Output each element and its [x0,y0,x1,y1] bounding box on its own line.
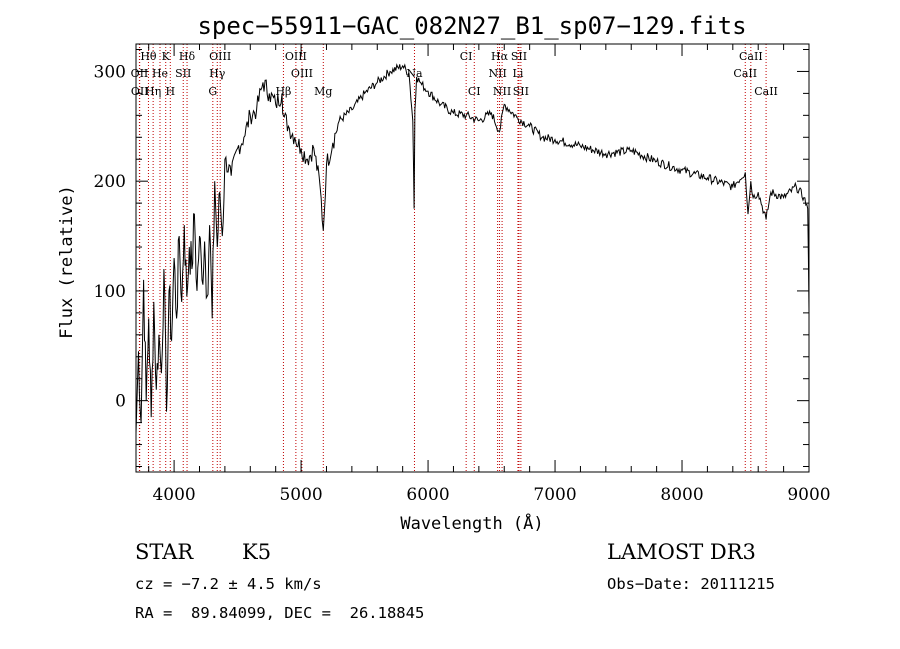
spectrum-series-line [135,63,810,434]
spectral-line-label: OIII [209,50,231,63]
plot-frame [135,43,810,473]
spectral-line-label: He [152,67,168,80]
spectral-line-label: G [208,85,217,98]
spectral-line-label: Hα [491,50,509,63]
object-subclass: K5 [242,540,272,564]
spectral-line-label: Mg [314,85,332,98]
y-tick-label: 0 [115,392,126,412]
coordinates-readout: RA = 89.84099, DEC = 26.18845 [135,604,425,622]
spectral-line-label: Hγ [209,67,226,80]
spectral-line-label: Na [406,67,423,80]
y-tick-label: 300 [94,62,126,82]
spectral-line-label: Hδ [179,50,196,63]
y-axis-label: Flux (relative) [57,185,77,339]
chart-title: spec−55911−GAC_082N27_B1_sp07−129.fits [197,12,746,40]
object-class: STAR [135,540,194,564]
x-tick-label: 9000 [787,485,830,505]
x-axis-label: Wavelength (Å) [400,512,543,534]
x-tick-label: 6000 [406,485,449,505]
x-tick-label: 4000 [152,485,195,505]
spectral-line-label: NII [493,85,511,98]
axis-ticks: 4000 5000 6000 7000 8000 9000 0 100 200 300 [94,44,831,505]
spectral-line-label: SII [175,67,191,80]
spectral-line-label: SII [511,50,527,63]
x-tick-label: 8000 [660,485,703,505]
y-tick-label: 100 [94,282,126,302]
x-tick-label: 5000 [279,485,322,505]
spectral-line-label: NII [488,67,506,80]
spectral-line-label: OII [131,67,149,80]
spectral-line-label: CaII [754,85,778,98]
spectral-line-label: OIII [285,50,307,63]
spectral-line-markers [138,44,767,472]
y-tick-label: 200 [94,172,126,192]
spectral-line-label: K [162,50,171,63]
spectral-line-label: SII [513,85,529,98]
spectral-line-label: Hβ [275,85,291,98]
spectral-line-label: CI [468,85,481,98]
spectral-line-label: CaII [739,50,763,63]
x-tick-label: 7000 [533,485,576,505]
spectral-line-label: Li [513,67,524,80]
spectral-line-label: CaII [733,67,757,80]
spectral-line-label: OIII [291,67,313,80]
spectral-line-label: OII [131,85,149,98]
spectral-line-label: H [165,85,175,98]
survey-name: LAMOST DR3 [607,540,756,564]
spectral-line-label: Hη [145,85,161,98]
redshift-readout: cz = −7.2 ± 4.5 km/s [135,575,322,593]
spectral-line-label: CI [460,50,473,63]
spectral-line-label: Hθ [140,50,157,63]
observation-date: Obs−Date: 20111215 [607,575,775,593]
